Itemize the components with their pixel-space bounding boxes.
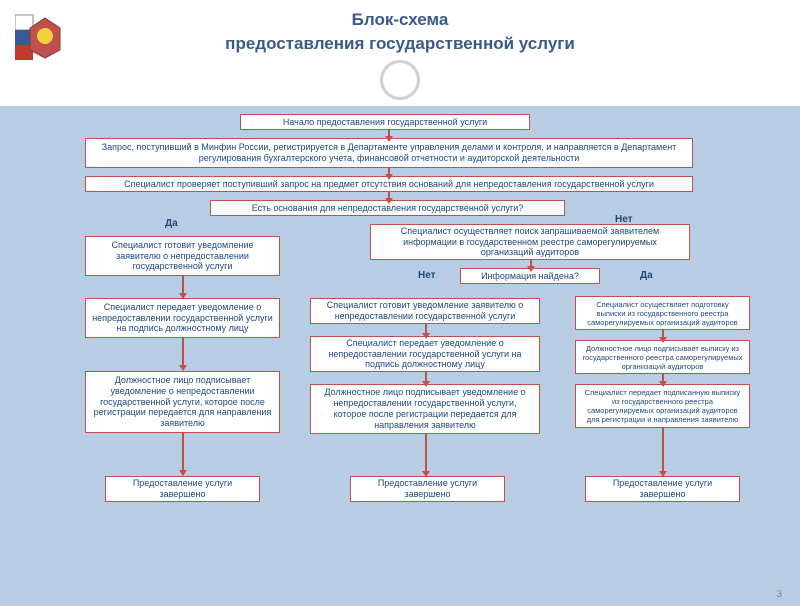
arrow-2: [388, 192, 390, 199]
branch-label-yes1: Да: [165, 218, 178, 229]
flowchart-box-rtop: Специалист осуществляет поиск запрашивае…: [370, 224, 690, 260]
branch-label-yes2: Да: [640, 270, 653, 281]
page-number: 3: [776, 589, 782, 600]
flowchart-box-r3: Специалист передает подписанную выписку …: [575, 384, 750, 428]
arrow-11: [662, 374, 664, 382]
arrow-0: [388, 130, 390, 137]
title-line2: предоставления государственной услуги: [0, 34, 800, 58]
branch-label-no2: Нет: [418, 270, 436, 281]
arrow-4: [182, 338, 184, 366]
flowchart-box-l4: Предоставление услуги завершено: [105, 476, 260, 502]
arrow-3: [182, 276, 184, 294]
branch-label-no1: Нет: [615, 214, 633, 225]
flowchart-box-r1: Специалист осуществляет подготовку выпис…: [575, 296, 750, 330]
decorative-circle: [380, 60, 420, 100]
arrow-8: [425, 372, 427, 382]
flowchart-box-l2: Специалист передает уведомление о непред…: [85, 298, 280, 338]
flowchart-canvas: 3 Начало предоставления государственной …: [0, 106, 800, 606]
flowchart-box-n2: Запрос, поступивший в Минфин России, рег…: [85, 138, 693, 168]
title-line1: Блок-схема: [0, 0, 800, 34]
arrow-12: [662, 428, 664, 472]
flowchart-box-l3: Должностное лицо подписывает уведомление…: [85, 371, 280, 433]
arrow-10: [662, 330, 664, 338]
flowchart-box-m1: Специалист готовит уведомление заявителю…: [310, 298, 540, 324]
flowchart-box-r4: Предоставление услуги завершено: [585, 476, 740, 502]
arrow-9: [425, 434, 427, 472]
flowchart-box-m2: Специалист передает уведомление о непред…: [310, 336, 540, 372]
flowchart-box-r2: Должностное лицо подписывает выписку из …: [575, 340, 750, 374]
emblem-icon: [15, 10, 75, 65]
flowchart-box-l1: Специалист готовит уведомление заявителю…: [85, 236, 280, 276]
flowchart-box-m4: Предоставление услуги завершено: [350, 476, 505, 502]
arrow-5: [182, 433, 184, 471]
arrow-1: [388, 168, 390, 175]
arrow-7: [425, 324, 427, 334]
flowchart-box-n1: Начало предоставления государственной ус…: [240, 114, 530, 130]
flowchart-box-m3: Должностное лицо подписывает уведомление…: [310, 384, 540, 434]
arrow-6: [530, 260, 532, 267]
